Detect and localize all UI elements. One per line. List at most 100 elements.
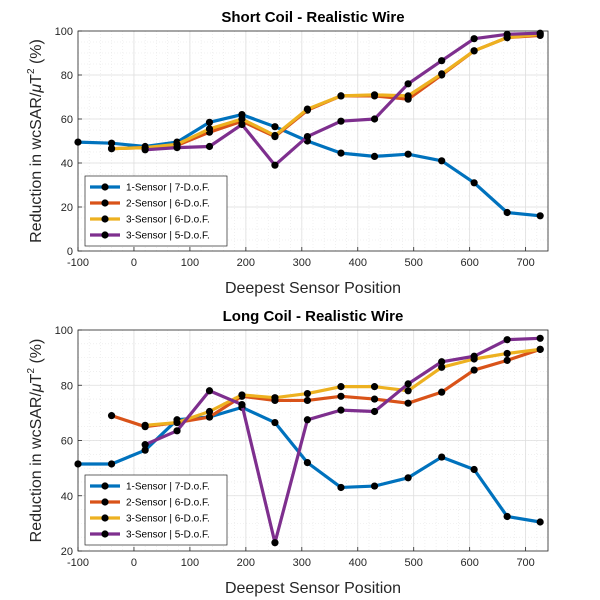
x-tick-label: -100 [67,257,89,269]
legend-entry: 2-Sensor | 6-D.o.F. [126,498,210,509]
x-tick-label: 400 [349,557,367,569]
data-point [271,161,279,169]
y-axis-label-unit: T [28,373,45,383]
y-tick-label: 80 [61,70,73,82]
x-tick-label: 700 [516,557,534,569]
data-point [141,146,149,154]
data-point [271,394,279,402]
y-axis-label: Reduction in wcSAR/μT2 (%) [26,339,45,543]
chart-long-coil: -100 0 100 200 300 400 500 600 700 20 40 60 80 100 Lon… [26,308,549,597]
series-3 [107,30,544,153]
data-point [74,138,82,146]
y-tick-label: 40 [61,491,73,503]
data-point [438,388,446,396]
data-point [370,152,379,160]
x-tick-label: 500 [405,557,423,569]
legend-marker [101,514,109,522]
data-point [370,115,379,123]
y-axis-label: Reduction in wcSAR/μT2 (%) [26,39,45,243]
legend-marker [101,183,109,191]
data-point [141,446,149,454]
x-tick-label: 0 [131,257,137,269]
data-point [271,418,279,427]
y-axis-label-end: (%) [28,339,45,368]
data-point [238,120,246,129]
data-point [370,91,379,99]
data-point [173,418,181,427]
x-tick-label: 100 [181,257,199,269]
data-point [404,150,412,158]
legend-entry: 1-Sensor | 7-D.o.F. [126,183,210,194]
data-point [404,399,412,407]
series-4 [141,29,544,169]
legend-entry: 2-Sensor | 6-D.o.F. [126,199,210,210]
data-point [205,387,214,395]
data-point [503,30,511,38]
x-tick-label: 700 [516,257,534,269]
data-point [503,336,511,344]
y-axis-label-main: Reduction in wcSAR/ [28,92,45,243]
chart-title: Short Coil - Realistic Wire [221,9,404,26]
data-point [173,144,181,152]
data-point [173,427,181,435]
x-tick-label: 300 [293,557,311,569]
x-tick-label: 0 [131,557,137,569]
x-tick-label: 600 [460,557,478,569]
data-point [438,157,446,165]
y-axis-label-main: Reduction in wcSAR/ [28,392,45,543]
x-axis-label: Deepest Sensor Position [225,280,401,297]
legend: 1-Sensor | 7-D.o.F. 2-Sensor | 6-D.o.F. 3-… [84,175,228,247]
data-point [404,92,412,100]
data-point [536,518,544,526]
data-point [303,105,312,113]
y-axis-label-mu: μ [28,84,45,94]
data-point [404,474,412,482]
data-point [107,139,116,147]
y-tick-label: 80 [61,380,73,392]
y-tick-label: 60 [61,436,73,448]
y-tick-label: 100 [55,325,73,337]
data-point [271,539,279,547]
data-point [337,149,345,157]
y-tick-label: 100 [55,26,73,38]
data-point [370,383,379,391]
y-axis-label-mu: μ [28,383,45,393]
x-axis-label: Deepest Sensor Position [225,580,401,597]
data-point [503,356,511,364]
data-point [337,483,345,492]
legend-entry: 3-Sensor | 5-D.o.F. [126,530,210,541]
data-point [536,334,544,342]
x-tick-label: 500 [405,257,423,269]
data-point [337,392,345,400]
data-point [470,179,478,187]
data-point [470,35,478,43]
legend-marker [101,498,109,506]
data-point [470,366,478,374]
data-point [141,421,149,429]
data-point [438,70,446,78]
chart-title: Long Coil - Realistic Wire [223,308,404,325]
series-4 [141,334,544,547]
data-point [141,441,149,449]
data-point [107,460,116,468]
data-point [438,453,446,461]
data-point [470,47,478,55]
y-tick-label: 20 [61,546,73,558]
data-point [238,391,246,399]
data-point [107,145,116,153]
legend-entry: 3-Sensor | 6-D.o.F. [126,514,210,525]
data-point [370,407,379,416]
data-point [337,92,345,100]
data-point [438,358,446,366]
legend-entry: 1-Sensor | 7-D.o.F. [126,482,210,493]
y-tick-label: 60 [61,114,73,126]
data-point [205,118,214,126]
y-axis-label-superscript: 2 [26,368,37,374]
data-point [404,380,412,388]
data-point [337,117,345,125]
data-point [470,465,478,474]
y-axis-label-end: (%) [28,39,45,68]
data-point [337,383,345,391]
data-point [438,363,446,371]
